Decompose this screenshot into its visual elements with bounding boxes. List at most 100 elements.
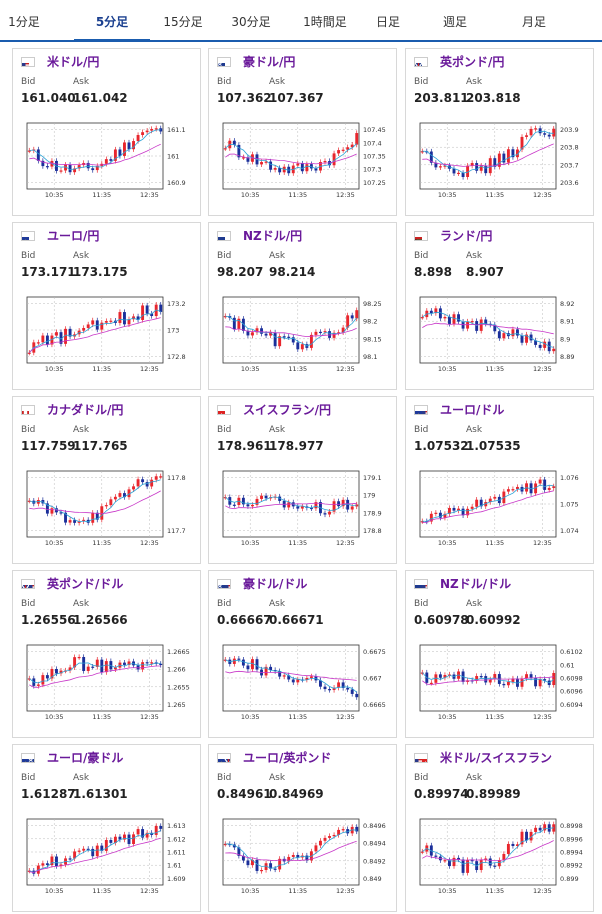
- candle-body: [59, 512, 63, 514]
- candlestick-chart[interactable]: 1.613 1.612 1.611 1.61 1.609 10:35 11:35 12:35: [19, 811, 197, 907]
- candle-body: [109, 499, 113, 506]
- pair-title-link[interactable]: ユーロ/英ポンド: [243, 751, 332, 765]
- candle-body: [520, 136, 524, 150]
- pair-title-link[interactable]: NZドル/ドル: [440, 577, 512, 591]
- candlestick-chart[interactable]: 179.1 179 178.9 178.8 10:35 11:35 12:35: [215, 463, 393, 559]
- rate-card[interactable]: カナダドル/円 Bid Ask 117.759 117.765 117.8 117.7 10:…: [12, 396, 201, 564]
- candlestick-chart[interactable]: 0.6102 0.61 0.6098 0.6096 0.6094 10:35 11:35 12…: [412, 637, 590, 733]
- candle-body: [538, 679, 542, 687]
- candlestick-chart[interactable]: 8.92 8.91 8.9 8.89 10:35 11:35 12:35: [412, 289, 590, 385]
- candle-body: [232, 140, 236, 145]
- ma-long-line: [29, 665, 161, 688]
- candle-body: [493, 496, 497, 499]
- pair-title-link[interactable]: ランド/円: [440, 229, 493, 243]
- candle-body: [506, 843, 510, 854]
- bid-value: 161.040: [21, 91, 76, 105]
- ask-value: 98.214: [269, 265, 316, 279]
- pair-title-link[interactable]: NZドル/円: [243, 229, 303, 243]
- tab-3[interactable]: 30分足: [231, 15, 271, 29]
- pair-title-link[interactable]: スイスフラン/円: [243, 403, 332, 417]
- y-tick-label: 117.8: [167, 474, 186, 482]
- candlestick-chart[interactable]: 98.25 98.2 98.15 98.1 10:35 11:35 12:35: [215, 289, 393, 385]
- ask-value: 0.89989: [466, 787, 521, 801]
- candle-body: [68, 520, 72, 523]
- tab-2[interactable]: 15分足: [163, 15, 203, 29]
- pair-title-link[interactable]: カナダドル/円: [47, 403, 124, 417]
- candlestick-chart[interactable]: 1.2665 1.266 1.2655 1.265 10:35 11:35 12:35: [19, 637, 197, 733]
- candlestick-chart[interactable]: 203.9 203.8 203.7 203.6 10:35 11:35 12:35: [412, 115, 590, 211]
- rate-card[interactable]: NZドル/ドル Bid Ask 0.60978 0.60992 0.6102 0.61 0.6…: [405, 570, 594, 738]
- candle-body: [100, 845, 104, 851]
- pair-title-link[interactable]: ユーロ/豪ドル: [47, 751, 124, 765]
- candle-body: [438, 512, 442, 518]
- candlestick-chart[interactable]: 117.8 117.7 10:35 11:35 12:35: [19, 463, 197, 559]
- candlestick-chart[interactable]: 173.2 173 172.8 10:35 11:35 12:35: [19, 289, 197, 385]
- candle-body: [543, 824, 547, 831]
- rate-card[interactable]: 英ポンド/ドル Bid Ask 1.26556 1.26566 1.2665 1.266 1.…: [12, 570, 201, 738]
- y-tick-label: 173.2: [167, 300, 186, 308]
- pair-title-link[interactable]: 英ポンド/ドル: [47, 577, 124, 591]
- tab-7[interactable]: 月足: [521, 15, 546, 29]
- tab-1[interactable]: 5分足: [74, 0, 150, 42]
- candle-body: [420, 151, 424, 153]
- candle-body: [68, 858, 72, 860]
- y-tick-label: 179: [363, 492, 375, 500]
- ma-long-line: [29, 490, 161, 514]
- bid-value: 8.898: [414, 265, 452, 279]
- x-tick-label: 11:35: [288, 365, 307, 373]
- candle-body: [73, 520, 77, 523]
- rate-card[interactable]: ランド/円 Bid Ask 8.898 8.907 8.92 8.91 8.9 8.89 10:3…: [405, 222, 594, 390]
- ma-short-line: [225, 659, 357, 693]
- tab-5[interactable]: 日足: [375, 15, 400, 29]
- x-tick-label: 12:35: [140, 887, 159, 895]
- candlestick-chart[interactable]: 0.8998 0.8996 0.8994 0.8992 0.899 10:35 11:35 1…: [412, 811, 590, 907]
- currency-flag-icon: [217, 57, 231, 67]
- pair-title-link[interactable]: 豪ドル/ドル: [243, 577, 308, 591]
- ma-short-line: [225, 143, 357, 171]
- candle-body: [511, 843, 515, 847]
- rate-card[interactable]: 豪ドル/円 Bid Ask 107.362 107.367 107.45 107.4 107.…: [208, 48, 397, 216]
- candlestick-chart[interactable]: 107.45 107.4 107.35 107.3 107.25 10:35 11:35 12…: [215, 115, 393, 211]
- tab-4[interactable]: 1時間足: [303, 15, 347, 29]
- rate-card[interactable]: 米ドル/円 Bid Ask 161.040 161.042 161.1 161 160.9 10…: [12, 48, 201, 216]
- rate-card[interactable]: ユーロ/英ポンド Bid Ask 0.84961 0.84969 0.8496 0.8494…: [208, 744, 397, 912]
- rate-card[interactable]: ユーロ/豪ドル Bid Ask 1.61287 1.61301 1.613 1.612 1.6…: [12, 744, 201, 912]
- candlestick-chart[interactable]: 0.8496 0.8494 0.8492 0.849 10:35 11:35 12:35: [215, 811, 393, 907]
- bid-label: Bid: [21, 773, 36, 783]
- tab-0[interactable]: 1分足: [8, 15, 40, 29]
- candlestick-chart[interactable]: 161.1 161 160.9 10:35 11:35 12:35: [19, 115, 197, 211]
- rate-card[interactable]: スイスフラン/円 Bid Ask 178.961 178.977 179.1 179 178.…: [208, 396, 397, 564]
- y-tick-label: 107.4: [363, 139, 382, 147]
- candle-body: [337, 501, 341, 507]
- rate-card[interactable]: ユーロ/円 Bid Ask 173.171 173.175 173.2 173 172.8 10…: [12, 222, 201, 390]
- rate-card[interactable]: ユーロ/ドル Bid Ask 1.07532 1.07535 1.076 1.075 1.07…: [405, 396, 594, 564]
- pair-title-link[interactable]: ユーロ/ドル: [440, 403, 505, 417]
- rate-card[interactable]: 英ポンド/円 Bid Ask 203.811 203.818 203.9 203.8 203.…: [405, 48, 594, 216]
- rate-card[interactable]: NZドル/円 Bid Ask 98.207 98.214 98.25 98.2 98.15 98…: [208, 222, 397, 390]
- pair-title-link[interactable]: 米ドル/円: [47, 55, 100, 69]
- candle-body: [232, 844, 236, 848]
- candle-body: [104, 661, 108, 673]
- candle-body: [237, 847, 241, 856]
- tab-6[interactable]: 週足: [442, 15, 467, 29]
- candle-body: [323, 686, 327, 690]
- y-tick-label: 203.6: [560, 179, 579, 187]
- candle-body: [520, 335, 524, 343]
- pair-title-link[interactable]: 米ドル/スイスフラン: [440, 751, 553, 765]
- rate-card[interactable]: 米ドル/スイスフラン Bid Ask 0.89974 0.89989 0.8998 0.89…: [405, 744, 594, 912]
- candle-body: [45, 863, 49, 866]
- candle-body: [305, 855, 309, 861]
- candle-body: [543, 341, 547, 348]
- pair-title-link[interactable]: 英ポンド/円: [440, 55, 505, 69]
- candle-body: [328, 836, 331, 838]
- pair-title-link[interactable]: ユーロ/円: [47, 229, 100, 243]
- candle-body: [260, 162, 263, 165]
- candlestick-chart[interactable]: 0.6675 0.667 0.6665 10:35 11:35 12:35: [215, 637, 393, 733]
- pair-title-link[interactable]: 豪ドル/円: [243, 55, 296, 69]
- y-tick-label: 0.6102: [560, 648, 583, 656]
- candlestick-chart[interactable]: 1.076 1.075 1.074 10:35 11:35 12:35: [412, 463, 590, 559]
- rate-card[interactable]: 豪ドル/ドル Bid Ask 0.66667 0.66671 0.6675 0.667 0.6…: [208, 570, 397, 738]
- ma-short-line: [29, 830, 161, 873]
- x-tick-label: 10:35: [45, 713, 64, 721]
- candle-body: [154, 128, 158, 130]
